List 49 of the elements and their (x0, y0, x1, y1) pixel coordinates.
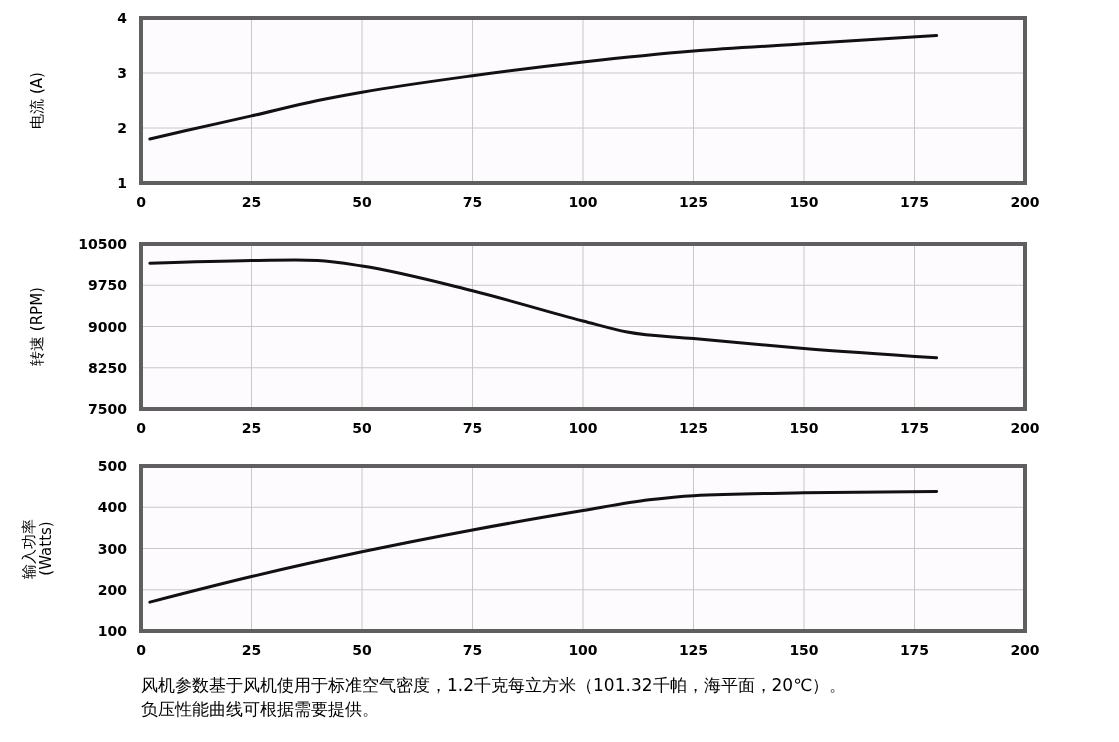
y-axis-title: 电流 (A) (28, 72, 46, 129)
y-tick-label: 400 (97, 499, 128, 516)
x-tick-label: 50 (352, 420, 372, 436)
x-tick-label: 100 (568, 642, 598, 658)
x-tick-label: 175 (899, 420, 930, 436)
y-tick-label: 2 (117, 120, 127, 136)
y-tick-label: 300 (97, 540, 128, 557)
y-tick-label: 9750 (88, 277, 128, 294)
text: 风机参数基于风机使用于标准空气密度，1.2千克每立方米（101.32千帕，海平面，20℃）。 (141, 675, 847, 695)
x-tick-label: 25 (241, 420, 262, 436)
x-tick-label: 125 (678, 642, 709, 658)
x-tick-label: 150 (789, 642, 819, 658)
y-tick-label: 100 (97, 623, 128, 639)
x-tick-label: 200 (1010, 194, 1040, 210)
x-tick-label: 125 (678, 194, 709, 210)
x-tick-label: 100 (568, 420, 598, 436)
y-tick-label: 10500 (78, 236, 128, 252)
y-axis-title: 输入功率 (Watts) (19, 518, 55, 579)
y-tick-label: 3 (117, 65, 127, 81)
line-series (148, 258, 939, 360)
y-tick-label: 500 (97, 458, 128, 474)
y-tick-label: 1 (117, 175, 127, 191)
x-tick-label: 25 (241, 642, 262, 658)
line-series (148, 34, 939, 141)
x-tick-label: 200 (1010, 420, 1040, 436)
y-axis-title: 转速 (RPM) (28, 287, 46, 366)
x-tick-label: 150 (789, 420, 819, 436)
x-tick-label: 175 (899, 642, 930, 658)
y-tick-label: 7500 (88, 401, 128, 417)
x-tick-label: 75 (462, 420, 483, 436)
x-tick-label: 50 (352, 194, 372, 210)
x-tick-label: 175 (899, 194, 930, 210)
x-tick-label: 0 (136, 420, 147, 436)
x-tick-label: 50 (352, 642, 372, 658)
x-tick-label: 200 (1010, 642, 1040, 658)
x-tick-label: 25 (241, 194, 262, 210)
x-tick-label: 150 (789, 194, 819, 210)
x-tick-label: 75 (462, 194, 483, 210)
y-tick-label: 8250 (88, 359, 128, 376)
line-series (148, 490, 939, 604)
x-tick-label: 100 (568, 194, 598, 210)
y-tick-label: 200 (97, 581, 128, 598)
y-tick-label: 4 (117, 10, 128, 26)
x-tick-label: 125 (678, 420, 709, 436)
text: 负压性能曲线可根据需要提供。 (141, 699, 379, 719)
x-tick-label: 0 (136, 642, 147, 658)
x-tick-label: 75 (462, 642, 483, 658)
y-tick-label: 9000 (88, 318, 128, 335)
x-tick-label: 0 (136, 194, 147, 210)
